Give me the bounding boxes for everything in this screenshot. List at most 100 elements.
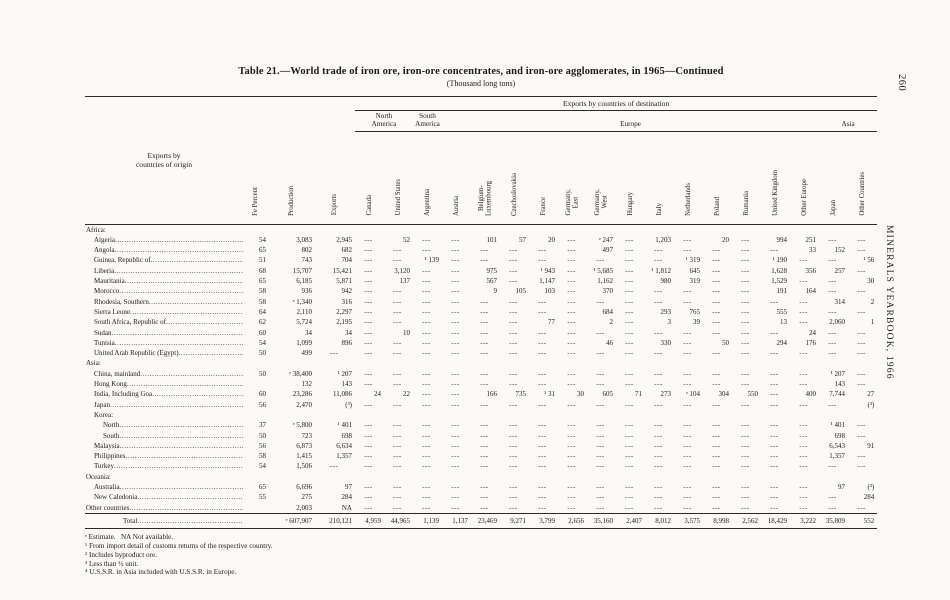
data-cell: --- (364, 369, 373, 378)
data-cell: --- (712, 462, 721, 471)
data-cell: --- (857, 328, 866, 337)
data-cell: --- (422, 400, 431, 409)
data-cell: --- (625, 493, 634, 502)
data-cell: --- (712, 421, 721, 430)
data-cell: --- (567, 349, 576, 358)
leader-dots (179, 349, 243, 357)
data-cell: --- (828, 328, 837, 337)
table-row: Malaysia 56 6,873 6,634 --- --- --- --- --- --- --… (85, 441, 877, 451)
data-cell: --- (770, 246, 779, 255)
data-cell: 698 (341, 431, 353, 440)
leader-dots (125, 277, 243, 285)
data-cell: 1,415 (296, 452, 312, 461)
data-cell: --- (625, 380, 634, 389)
column-header: Belgium- Luxembourg (471, 131, 500, 225)
data-cell: --- (828, 493, 837, 502)
data-cell: 2 (609, 318, 614, 327)
data-cell: 497 (602, 246, 614, 255)
data-cell: --- (480, 338, 489, 347)
data-cell: --- (625, 266, 634, 275)
table-row: China, mainland 50 ᵉ 38,400 ¹ 207 --- --- --- -… (85, 369, 877, 379)
data-cell: 6,185 (296, 277, 312, 286)
data-cell: --- (741, 400, 750, 409)
data-cell: --- (625, 369, 634, 378)
data-cell: --- (770, 493, 779, 502)
data-cell: --- (770, 441, 779, 450)
data-cell: --- (509, 318, 518, 327)
data-cell: --- (625, 400, 634, 409)
data-cell: ¹ 207 (337, 369, 352, 378)
data-cell: 896 (341, 338, 353, 347)
data-cell: 18,429 (761, 512, 790, 530)
data-cell: ᵉ 1,340 (292, 297, 312, 306)
data-cell: --- (857, 452, 866, 461)
data-cell: (³) (867, 400, 875, 409)
data-cell: --- (654, 349, 663, 358)
data-cell: --- (480, 297, 489, 306)
destination-header: Exports by countries of destination (355, 96, 878, 111)
data-cell: --- (422, 390, 431, 399)
data-cell: --- (509, 297, 518, 306)
leader-dots (114, 267, 243, 275)
leader-dots (120, 483, 243, 491)
table-row: Turkey 54 1,506 --- --- --- --- --- --- --- --- ---… (85, 461, 877, 471)
table-row: Asia: (85, 358, 877, 368)
data-cell: --- (596, 380, 605, 389)
data-cell: 1,162 (597, 277, 613, 286)
data-cell: --- (509, 246, 518, 255)
data-cell: --- (596, 483, 605, 492)
table-row: Other countries 2,003 NA --- --- --- --- --- ---… (85, 503, 877, 514)
data-cell: 2,003 (296, 503, 312, 512)
data-cell: --- (451, 400, 460, 409)
data-cell: --- (683, 246, 692, 255)
data-cell: --- (857, 246, 866, 255)
data-cell: 55 (259, 493, 266, 502)
data-cell: --- (683, 431, 692, 440)
data-cell: --- (712, 452, 721, 461)
data-cell: --- (654, 431, 663, 440)
data-cell: 57 (519, 235, 526, 244)
data-cell: 1,628 (771, 266, 787, 275)
data-cell: --- (480, 380, 489, 389)
empty-cells (243, 410, 877, 420)
data-cell: ¹ 56 (863, 256, 875, 265)
data-cell: --- (799, 483, 808, 492)
data-cell: --- (683, 462, 692, 471)
data-cell: --- (683, 503, 692, 512)
data-cell: --- (770, 452, 779, 461)
data-cell: --- (712, 318, 721, 327)
data-cell: 105 (515, 287, 527, 296)
data-cell: --- (393, 349, 402, 358)
data-cell: --- (654, 328, 663, 337)
data-cell: --- (364, 503, 373, 512)
data-cell: --- (480, 483, 489, 492)
data-cell: --- (799, 369, 808, 378)
column-header-row: Fe Percent Production Exports Canada United … (85, 131, 878, 225)
data-cell: --- (422, 349, 431, 358)
data-cell: --- (828, 256, 837, 265)
data-cell: --- (567, 483, 576, 492)
column-header: Argentina (413, 131, 442, 225)
table-row: Sudan 60 34 34 --- 10 --- --- --- --- --- --- --- ---… (85, 328, 877, 338)
footnote-1: ¹ From import detail of customs returns … (85, 542, 273, 550)
data-cell: 293 (660, 307, 672, 316)
column-header: Production (269, 131, 315, 225)
row-label: Sierra Leone (85, 307, 243, 317)
data-cell: --- (364, 277, 373, 286)
column-header: Fe Percent (243, 131, 269, 225)
data-cell: --- (364, 235, 373, 244)
data-cell: --- (567, 235, 576, 244)
data-cell: 1,099 (296, 338, 312, 347)
row-label: Tunisia (85, 338, 243, 348)
data-cell: --- (567, 369, 576, 378)
table-row: India, Including Goa 60 23,286 11,086 24 22 --… (85, 389, 877, 399)
data-cell: --- (364, 328, 373, 337)
data-cell: --- (364, 256, 373, 265)
row-label: New Caledonia (85, 492, 243, 502)
data-cell (243, 503, 269, 514)
table-row: Sierra Leone 64 2,110 2,297 --- --- --- --- --- -… (85, 307, 877, 317)
data-cell: --- (625, 328, 634, 337)
row-label: Oceania: (86, 472, 111, 481)
data-cell: --- (857, 338, 866, 347)
data-cell: 50 (259, 349, 266, 358)
